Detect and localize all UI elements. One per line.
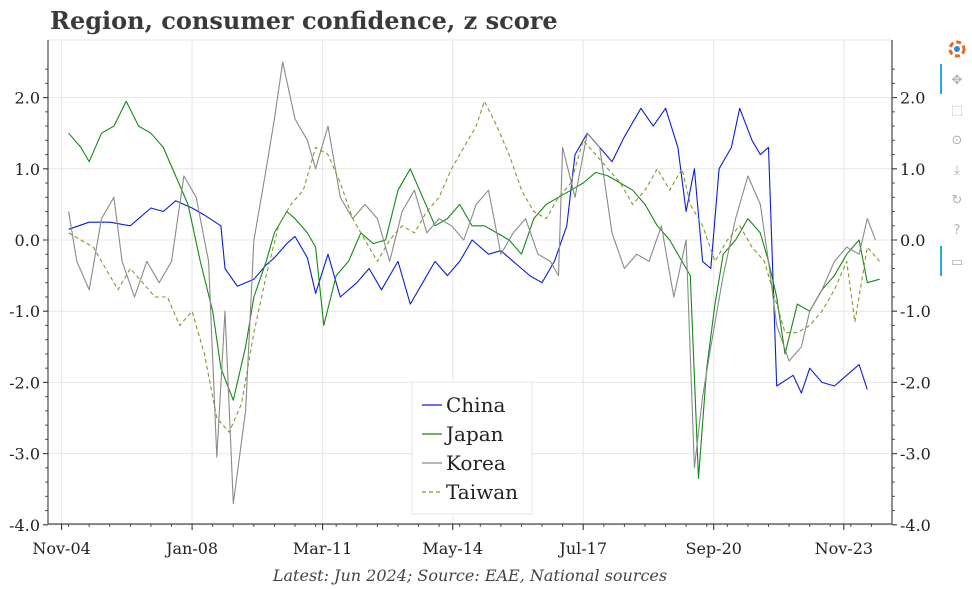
y-tick-label-left: -2.0 [9,373,40,392]
legend: China Japan Korea Taiwan [411,381,533,515]
y-tick-label-left: 2.0 [15,89,40,108]
bokeh-logo-icon[interactable] [948,40,966,58]
box-zoom-icon[interactable]: ⬚ [950,103,964,118]
x-tick-label: Nov-23 [815,539,873,558]
y-tick-label-left: 0.0 [15,231,40,250]
legend-label-japan: Japan [444,422,504,446]
legend-label-china: China [446,393,505,417]
y-tick-label-right: -4.0 [900,516,931,535]
series-taiwan [68,100,881,433]
legend-label-korea: Korea [446,451,506,475]
pan-icon[interactable]: ✥ [951,73,963,88]
hover-icon[interactable]: ▭ [950,255,964,270]
y-tick-label-right: 2.0 [900,89,925,108]
y-tick-label-right: -2.0 [900,373,931,392]
y-tick-label-left: -3.0 [9,445,40,464]
x-tick-label: Mar-11 [293,539,352,558]
y-tick-label-right: -3.0 [900,445,931,464]
save-icon[interactable]: ⤓ [954,163,960,178]
source-caption: Latest: Jun 2024; Source: EAE, National … [272,566,668,585]
y-tick-label-left: -4.0 [9,516,40,535]
y-tick-label-left: -1.0 [9,302,40,321]
chart-title: Region, consumer confidence, z score [50,6,558,35]
x-tick-label: Nov-04 [32,539,90,558]
y-tick-label-left: 1.0 [15,160,40,179]
legend-label-taiwan: Taiwan [446,480,518,504]
series-korea [68,61,877,504]
y-tick-label-right: 0.0 [900,231,925,250]
x-tick-label: May-14 [422,539,483,558]
grid-lines [47,39,893,526]
x-tick-label: Jan-08 [164,539,218,558]
y-tick-label-right: 1.0 [900,160,925,179]
reset-icon[interactable]: ↻ [951,193,963,208]
x-tick-label: Sep-20 [686,539,742,558]
series-lines [68,61,881,504]
x-tick-label: Jul-17 [557,539,607,558]
series-china [68,107,868,394]
axes: -4.0 -4.0 -3.0 -3.0 -2.0 -2.0 -1.0 -1.0 0.0 0.0 1.… [9,40,931,558]
help-icon[interactable]: ? [953,223,961,238]
y-tick-label-right: -1.0 [900,302,931,321]
wheel-zoom-icon[interactable]: ⊙ [951,133,963,148]
